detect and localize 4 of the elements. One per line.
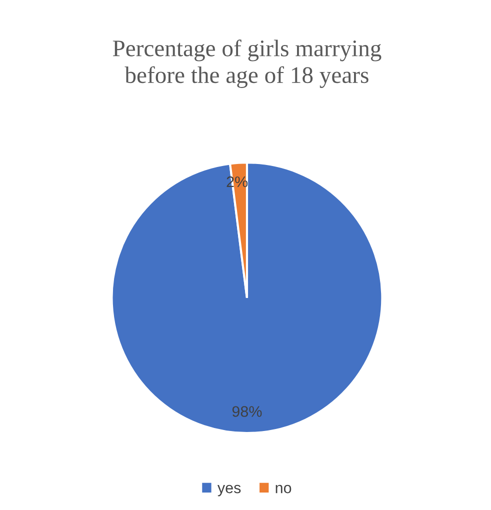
chart-title: Percentage of girls marrying before the age of 18 years: [112, 40, 382, 88]
data-label: 98%: [232, 406, 262, 417]
legend-label: yes: [217, 484, 241, 496]
legend-label: no: [276, 484, 292, 494]
